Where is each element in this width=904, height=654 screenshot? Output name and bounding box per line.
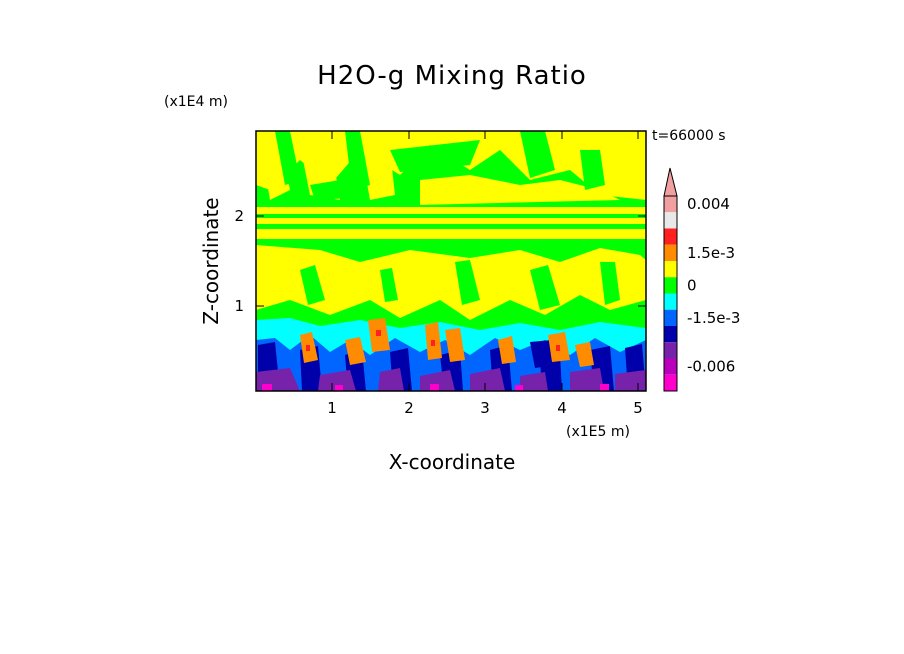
colorbar-segment	[664, 374, 677, 391]
band-yellow-3	[256, 229, 646, 239]
colorbar-segment	[664, 228, 677, 245]
x-axis-label: X-coordinate	[389, 450, 516, 474]
x-scale-label: (x1E5 m)	[566, 424, 630, 440]
colorbar-segment	[664, 326, 677, 343]
x-tick-label: 4	[557, 399, 567, 417]
band-green-2	[256, 224, 646, 229]
y-axis-label: Z-coordinate	[199, 197, 223, 324]
y-tick-label: 1	[234, 297, 244, 315]
x-tick-label: 2	[404, 399, 414, 417]
colorbar-segment	[664, 309, 677, 326]
colorbar-segment	[664, 212, 677, 229]
colorbar-segment	[664, 196, 677, 213]
colorbar-label: -1.5e-3	[687, 309, 740, 327]
colorbar-segment	[664, 358, 677, 375]
colorbar-label: 1.5e-3	[687, 244, 735, 262]
upper-green-streaks	[275, 131, 605, 200]
colorbar-label: 0	[687, 276, 697, 294]
colorbar-label: -0.006	[687, 358, 735, 376]
colorbar-segment	[664, 342, 677, 359]
middle-green-streaks	[300, 260, 620, 310]
colorbar-labels: 0.004 1.5e-3 0 -1.5e-3 -0.006	[687, 195, 740, 376]
plot-frame	[255, 130, 647, 392]
band-yellow-2	[256, 218, 646, 224]
y-ticks	[256, 215, 646, 307]
x-tick-label: 5	[633, 399, 643, 417]
colorbar-segments	[663, 195, 678, 392]
band-green-1	[256, 214, 646, 218]
colorbar-segment	[664, 244, 677, 261]
magenta-specks	[262, 384, 609, 391]
y-scale-label: (x1E4 m)	[164, 94, 228, 110]
colorbar-segment	[664, 261, 677, 278]
x-ticks	[331, 131, 639, 391]
x-tick-label: 1	[327, 399, 337, 417]
colorbar-segment	[664, 277, 677, 294]
y-tick-label: 2	[234, 207, 244, 225]
colorbar-segment	[664, 293, 677, 310]
contour-field	[256, 131, 646, 391]
x-tick-label: 3	[480, 399, 490, 417]
colorbar-label: 0.004	[687, 195, 730, 213]
band-yellow-1	[256, 207, 646, 214]
colorbar-extend-arrow	[663, 167, 678, 197]
chart-title: H2O-g Mixing Ratio	[317, 61, 587, 91]
colorbar-frame	[663, 195, 678, 392]
colorbar: 0.004 1.5e-3 0 -1.5e-3 -0.006	[663, 167, 740, 392]
red-cores	[306, 330, 560, 351]
time-label: t=66000 s	[652, 128, 726, 144]
